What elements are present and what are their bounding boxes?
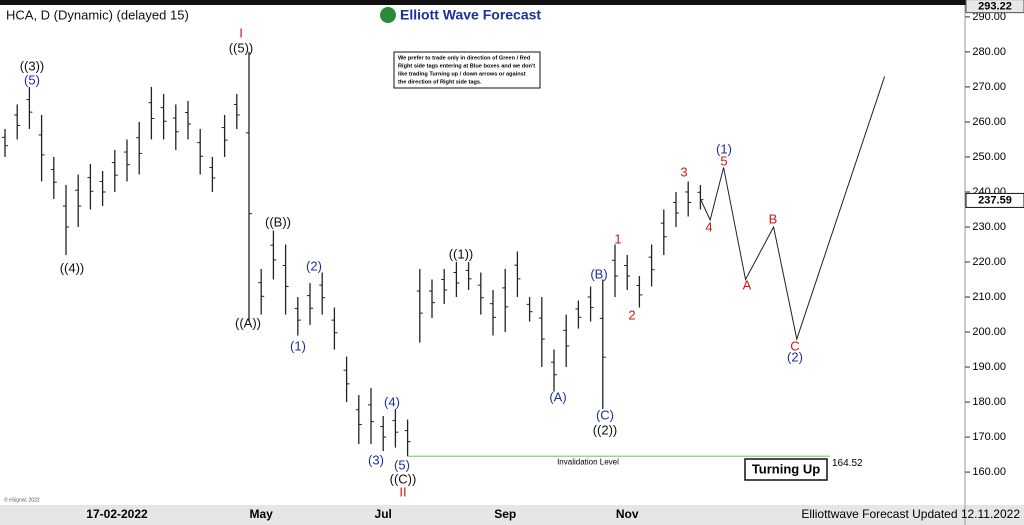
wave-label: ((2))	[593, 422, 618, 437]
top-bar	[0, 0, 1024, 5]
wave-label: (C)	[596, 407, 614, 422]
wave-label: (4)	[384, 394, 400, 409]
signal: Turning Up	[752, 461, 820, 476]
x-tick-label: Jul	[375, 507, 392, 521]
signal-box	[744, 458, 828, 481]
wave-label: ((1))	[449, 246, 474, 261]
y-tick-label: 170.00	[972, 431, 1006, 443]
y-tick-label: 190.00	[972, 361, 1006, 373]
copyright: © eSignal, 2022	[4, 496, 40, 503]
cursor-date: 17-02-2022	[86, 507, 148, 521]
footer: Elliottwave Forecast Updated 12.11.2022	[801, 507, 1020, 521]
y-tick-label: 200.00	[972, 326, 1006, 338]
y-tick-label: 280.00	[972, 46, 1006, 58]
high-price-tag	[965, 0, 1024, 14]
wave-label: (5)	[394, 457, 410, 472]
x-tick-label: Nov	[616, 507, 639, 521]
high-price: 293.22	[978, 1, 1012, 13]
y-tick-label: 160.00	[972, 466, 1006, 478]
wave-label: (3)	[368, 452, 384, 467]
wave-label: (5)	[24, 72, 40, 87]
wave-label: ((3))	[20, 58, 45, 73]
last-price: 237.59	[978, 194, 1012, 206]
x-tick-label: May	[250, 507, 274, 521]
wave-label: ((5))	[229, 40, 254, 55]
y-tick-label: 270.00	[972, 81, 1006, 93]
note-line: the direction of Right side tags.	[398, 79, 482, 85]
note-box	[393, 51, 541, 89]
brand-logo	[380, 7, 396, 23]
wave-label: ((C))	[390, 471, 417, 486]
y-tick-label: 250.00	[972, 151, 1006, 163]
wave-label: 5	[720, 153, 727, 168]
wave-label: 4	[705, 219, 712, 234]
last-price-tag	[965, 192, 1024, 208]
wave-label: (B)	[590, 266, 607, 281]
y-tick-label: 290.00	[972, 11, 1006, 23]
y-tick-label: 260.00	[972, 116, 1006, 128]
wave-label: 2	[628, 307, 635, 322]
wave-label: (1)	[716, 141, 732, 156]
wave-label: ((A))	[235, 315, 261, 330]
wave-label: II	[399, 484, 406, 499]
y-tick-label: 180.00	[972, 396, 1006, 408]
wave-label: C	[790, 338, 799, 353]
x-tick-label: Sep	[494, 507, 516, 521]
brand: Elliott Wave Forecast	[400, 7, 541, 23]
projection-line	[699, 76, 886, 341]
time-axis	[0, 505, 1024, 525]
wave-label: (1)	[290, 338, 306, 353]
wave-label: (A)	[549, 389, 566, 404]
wave-label: (2)	[306, 258, 322, 273]
wave-label: B	[769, 211, 778, 226]
note-line: We prefer to trade only in direction of …	[398, 55, 531, 61]
wave-label: I	[239, 25, 243, 40]
y-tick-label: 210.00	[972, 291, 1006, 303]
y-tick-label: 220.00	[972, 256, 1006, 268]
y-tick-label: 230.00	[972, 221, 1006, 233]
note-line: Right side tags entering at Blue boxes a…	[398, 63, 535, 69]
wave-label: 3	[680, 164, 687, 179]
wave-label: ((B))	[265, 214, 291, 229]
invalidation-label: Invalidation Level	[557, 457, 619, 466]
invalidation-value: 164.52	[832, 458, 863, 469]
wave-label: A	[743, 277, 752, 292]
chart-title: HCA, D (Dynamic) (delayed 15)	[6, 7, 189, 22]
note-line: like trading Turning up / down arrows or…	[398, 71, 526, 77]
wave-label: ((4))	[60, 260, 85, 275]
wave-label: 1	[614, 231, 621, 246]
wave-label: (2)	[787, 349, 803, 364]
